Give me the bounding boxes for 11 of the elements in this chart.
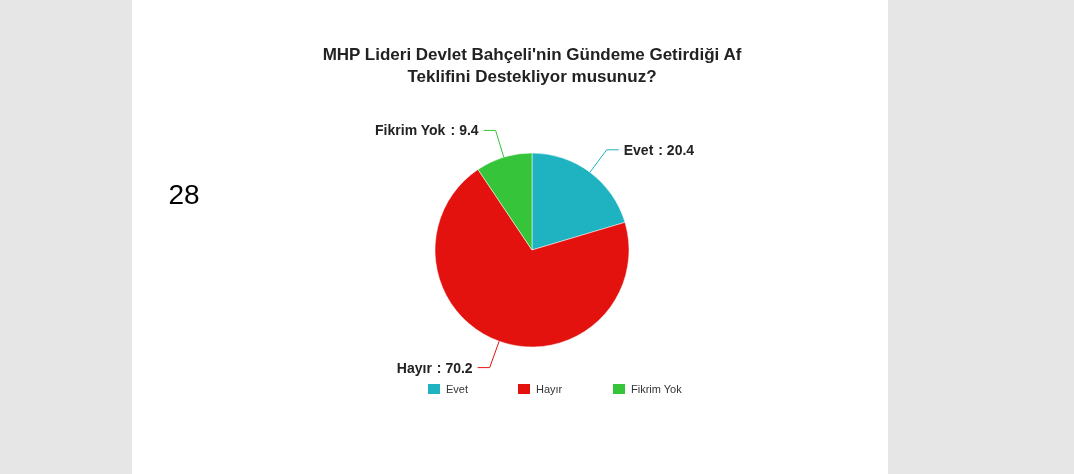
legend-label: Evet (446, 383, 469, 395)
legend-label: Hayır (536, 383, 563, 395)
slice-label: Fikrim Yok (375, 122, 446, 139)
chart-title: MHP Lideri Devlet Bahçeli'nin Gündeme Getirdiği Af Teklifini Destekliyor musunuz? (322, 45, 742, 86)
data-label: : 9.4 (450, 122, 479, 139)
legend-label: Fikrim Yok (631, 383, 683, 395)
slice-label: Evet (623, 141, 654, 158)
slice-label: Hayır (396, 359, 433, 376)
data-label: : 70.2 (436, 359, 473, 376)
text: 28 (168, 179, 200, 210)
data-label: : 20.4 (658, 141, 695, 158)
